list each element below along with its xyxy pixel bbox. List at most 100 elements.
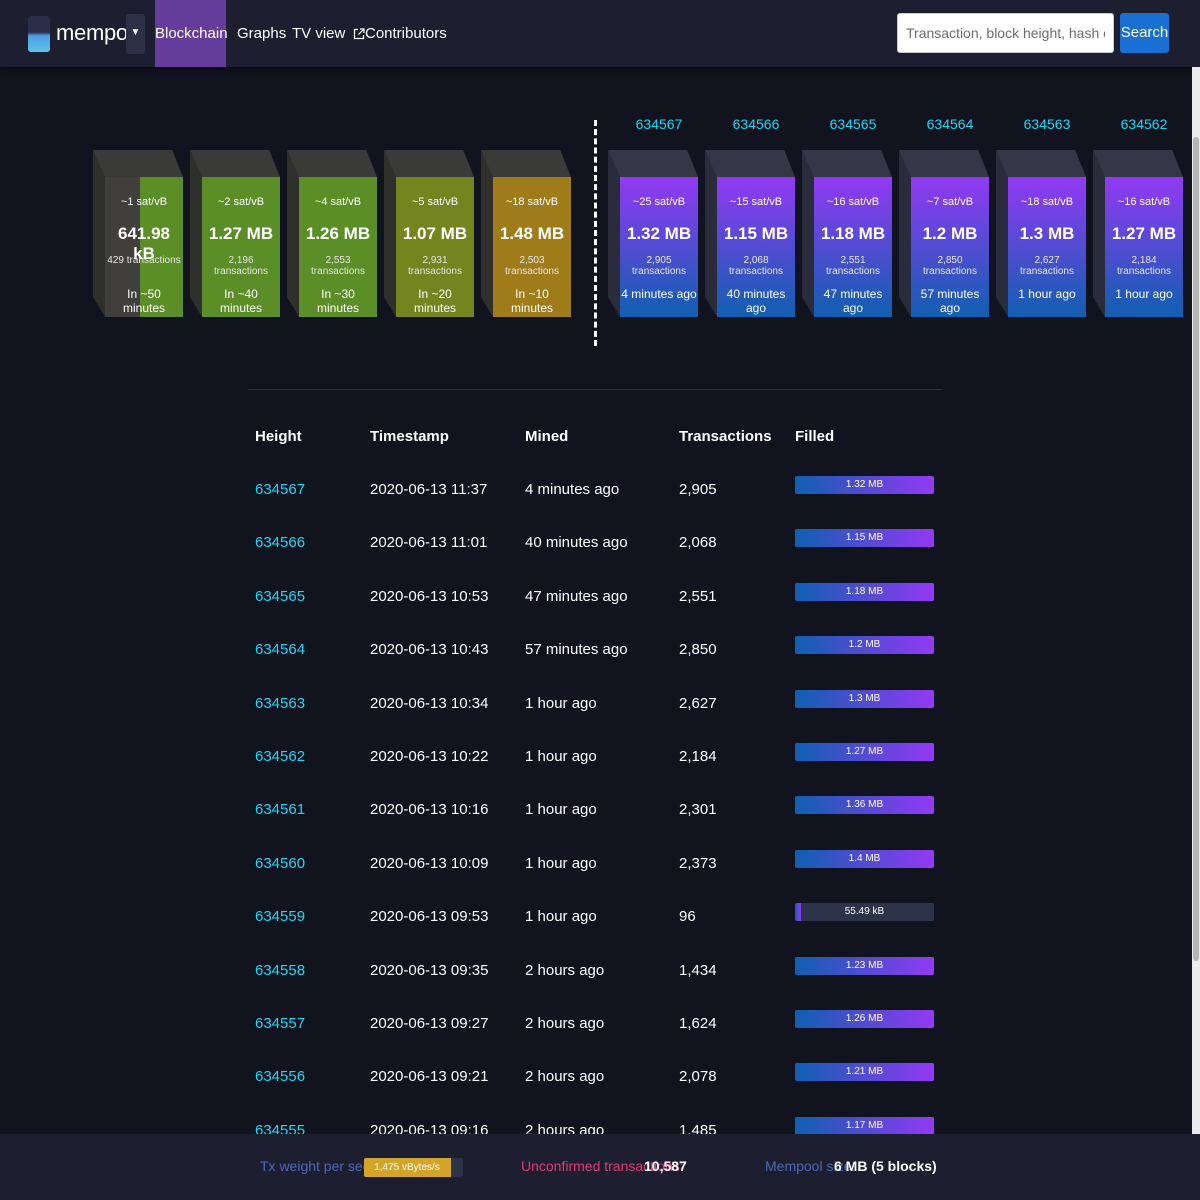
network-dropdown-button[interactable]: ▼	[126, 14, 145, 54]
block-tx-count: 2,373	[679, 854, 717, 872]
mined-block-face: ~16 sat/vB 1.27 MB 2,184 transactions 1 hou…	[1105, 177, 1183, 317]
mempool-block-face: ~2 sat/vB 1.27 MB 2,196 transactions In ~40…	[202, 177, 280, 317]
mined-block-side	[899, 150, 911, 317]
block-height-link[interactable]: 634567	[255, 481, 306, 498]
mempool-block-size: 641.98 kB	[118, 224, 170, 263]
block-height-link[interactable]: 634564	[926, 116, 974, 132]
block-height-link[interactable]: 634563	[255, 694, 306, 712]
mempool-block-size: 1.07 MB	[402, 224, 468, 243]
block-height-link[interactable]: 634565	[255, 587, 306, 605]
table-row: 634560 2020-06-13 10:09 1 hour ago 2,373 1.4…	[0, 849, 1192, 908]
nav-graphs[interactable]: Graphs	[237, 25, 287, 42]
mined-block[interactable]: ~18 sat/vB 1.3 MB 2,627 transactions 1 hour…	[996, 150, 1086, 317]
mined-block-tx-count: 2,184 transactions	[1117, 255, 1171, 277]
block-filled-bar: 1.15 MB	[795, 529, 934, 548]
block-timestamp: 2020-06-13 11:01	[370, 534, 488, 552]
mempool-block-tx-count: 2,931 transactions	[408, 255, 462, 277]
mempool-block[interactable]: ~5 sat/vB 1.07 MB 2,931 transactions In ~20…	[384, 150, 474, 317]
mempool-block-face: ~4 sat/vB 1.26 MB 2,553 transactions In ~30…	[299, 177, 377, 317]
mined-block-age: 1 hour ago	[1115, 287, 1173, 301]
mined-block-tx-count: 2,627 transactions	[1020, 255, 1074, 277]
mined-block-top	[705, 150, 795, 177]
block-mined-ago: 1 hour ago	[525, 748, 597, 765]
mempool-block-eta: In ~40 minutes	[219, 287, 263, 315]
nav-tv-view[interactable]: TV view	[292, 0, 365, 67]
mined-block-age: 1 hour ago	[1018, 287, 1076, 301]
mined-block[interactable]: ~16 sat/vB 1.18 MB 2,551 transactions 47 mi…	[802, 150, 892, 317]
mempool-block-top	[287, 150, 377, 177]
block-height-link[interactable]: 634557	[255, 1015, 306, 1032]
mined-block[interactable]: ~16 sat/vB 1.27 MB 2,184 transactions 1 hou…	[1093, 150, 1183, 317]
search-button[interactable]: Search	[1120, 13, 1169, 53]
block-height-link[interactable]: 634563	[1023, 116, 1071, 132]
block-height-link[interactable]: 634561	[255, 801, 306, 819]
mempool-block-eta: In ~20 minutes	[413, 287, 457, 315]
mined-block[interactable]: ~15 sat/vB 1.15 MB 2,068 transactions 40 mi…	[705, 150, 795, 317]
block-filled-size: 1.27 MB	[845, 746, 884, 757]
mempool-block-side	[384, 150, 396, 317]
table-row: 634556 2020-06-13 09:21 2 hours ago 2,078 1.…	[0, 1063, 1192, 1121]
block-height-link[interactable]: 634556	[255, 1068, 306, 1086]
block-height-link[interactable]: 634559	[255, 908, 306, 926]
mempool-block[interactable]: ~2 sat/vB 1.27 MB 2,196 transactions In ~40…	[190, 150, 280, 317]
block-height-link[interactable]: 634560	[255, 854, 306, 872]
block-timestamp: 2020-06-13 10:43	[370, 641, 489, 659]
block-mined-ago: 1 hour ago	[525, 854, 597, 872]
mempool-block[interactable]: ~1 sat/vB 641.98 kB 429 transactions In ~50…	[93, 150, 183, 317]
nav-blockchain[interactable]: Blockchain	[155, 0, 228, 67]
table-divider	[248, 389, 942, 390]
nav-contributors[interactable]: Contributors	[365, 25, 447, 42]
search-input[interactable]	[897, 13, 1114, 53]
mined-block-size: 1.2 MB	[922, 224, 978, 243]
mempool-block[interactable]: ~18 sat/vB 1.48 MB 2,503 transactions In ~1…	[481, 150, 571, 317]
block-height-link[interactable]: 634567	[635, 116, 683, 132]
table-row: 634565 2020-06-13 10:53 47 minutes ago 2,55…	[0, 582, 1192, 641]
block-filled-size: 1.21 MB	[845, 1066, 884, 1078]
block-tx-count: 2,184	[679, 748, 717, 765]
tx-weight-value: 1,475 vBytes/s	[374, 1162, 440, 1173]
block-timestamp: 2020-06-13 09:21	[370, 1068, 489, 1086]
mined-block-side	[802, 150, 814, 317]
block-filled-bar: 1.21 MB	[795, 1063, 934, 1082]
block-filled-bar: 1.4 MB	[795, 849, 934, 868]
unconfirmed-value: 10,587	[644, 1158, 687, 1174]
mined-block-side	[705, 150, 717, 317]
mined-block-side	[1093, 150, 1105, 317]
block-height-link[interactable]: 634562	[255, 748, 306, 765]
block-height-link[interactable]: 634566	[255, 534, 306, 552]
block-filled-bar-fill	[795, 529, 934, 548]
mempool-block-tx-count: 429 transactions	[107, 255, 181, 266]
block-mined-ago: 2 hours ago	[525, 1015, 605, 1032]
mempool-block[interactable]: ~4 sat/vB 1.26 MB 2,553 transactions In ~30…	[287, 150, 377, 317]
mempool-divider	[594, 120, 597, 346]
mined-block-age: 57 minutes ago	[920, 287, 980, 315]
block-height-link[interactable]: 634562	[1120, 116, 1168, 132]
mempool-block-size: 1.27 MB	[208, 224, 274, 243]
nav-tv-view-label: TV view	[292, 25, 346, 42]
table-row: 634559 2020-06-13 09:53 1 hour ago 96 55.49 …	[0, 903, 1192, 961]
mined-block-face: ~18 sat/vB 1.3 MB 2,627 transactions 1 hour…	[1008, 177, 1086, 317]
tx-weight-gauge-fill	[364, 1158, 452, 1177]
scrollbar-thumb[interactable]	[1193, 137, 1199, 961]
block-height-link[interactable]: 634564	[255, 641, 306, 659]
block-height-link[interactable]: 634558	[255, 961, 306, 979]
page-scrollbar[interactable]	[1192, 67, 1200, 1200]
mined-block-tx-count: 2,551 transactions	[826, 255, 880, 277]
block-timestamp: 2020-06-13 10:34	[370, 694, 489, 712]
block-filled-bar-fill	[795, 743, 934, 761]
block-filled-bar: 1.18 MB	[795, 582, 934, 601]
block-mined-ago: 1 hour ago	[525, 801, 597, 819]
unconfirmed-label: Unconfirmed transactions:	[521, 1158, 684, 1174]
mempool-logo-icon[interactable]	[28, 16, 50, 52]
column-header-transactions: Transactions	[679, 428, 772, 445]
block-height-link[interactable]: 634565	[829, 116, 877, 132]
block-height-link[interactable]: 634566	[732, 116, 780, 132]
block-filled-bar-fill	[795, 849, 934, 868]
footer-stats: Tx weight per second: 1,475 vBytes/s Unc…	[0, 1134, 1200, 1200]
column-header-timestamp: Timestamp	[370, 428, 449, 445]
mined-block[interactable]: ~7 sat/vB 1.2 MB 2,850 transactions 57 minu…	[899, 150, 989, 317]
mined-block[interactable]: ~25 sat/vB 1.32 MB 2,905 transactions 4 min…	[608, 150, 698, 317]
mempool-block-size: 1.26 MB	[305, 224, 371, 243]
block-filled-bar: 1.36 MB	[795, 796, 934, 815]
mempool-block-top	[481, 150, 571, 177]
